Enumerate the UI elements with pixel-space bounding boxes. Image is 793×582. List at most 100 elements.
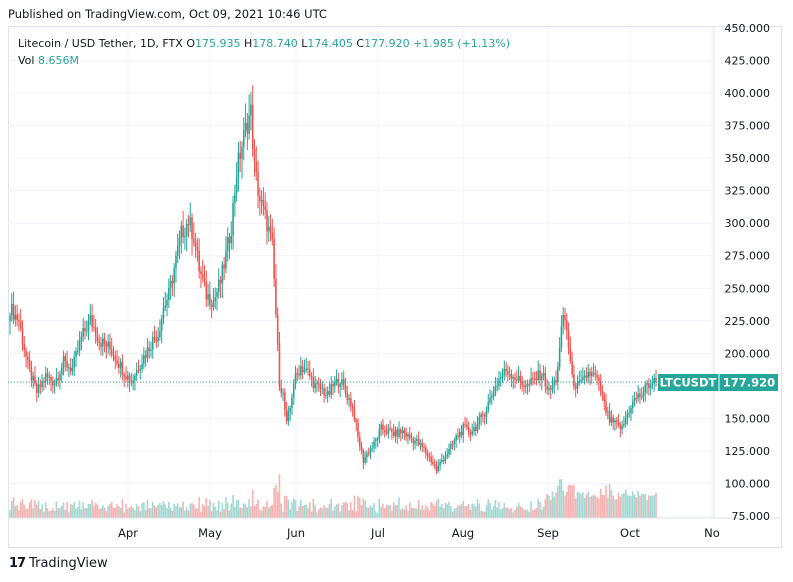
volume-bar [266, 501, 268, 518]
candle-body [292, 383, 295, 398]
volume-bar [96, 504, 99, 518]
volume-bar [39, 508, 42, 518]
volume-bar [89, 504, 92, 518]
volume-bar [512, 512, 515, 518]
candle-body [496, 385, 498, 387]
volume-bar [514, 509, 516, 518]
volume-bar [526, 509, 529, 518]
volume-bar [262, 506, 265, 518]
candle-body [237, 152, 240, 178]
candle-body [173, 268, 175, 284]
volume-bar [330, 498, 333, 518]
candle-body [546, 386, 548, 390]
candle-body [119, 361, 122, 368]
volume-bar [150, 508, 152, 518]
candle-body [257, 171, 259, 196]
candle-body [405, 433, 407, 437]
candle-body [442, 460, 445, 462]
candle-body [585, 375, 588, 378]
brand-name: TradingView [29, 556, 108, 571]
volume-bar [35, 504, 38, 518]
volume-bar [523, 509, 525, 518]
volume-bar [644, 494, 647, 518]
candle-body [321, 388, 324, 390]
candle-body [187, 224, 190, 226]
price-tick-label: 450.000 [725, 22, 771, 35]
candle-body [310, 376, 313, 378]
volume-bar [200, 511, 202, 518]
volume-bar [603, 495, 606, 518]
candle-body [35, 383, 38, 394]
candle-body [185, 224, 188, 236]
candle-body [212, 301, 215, 308]
close-value: 177.920 [364, 37, 410, 50]
candle-body [171, 280, 174, 284]
candle-body [219, 279, 222, 284]
candle-body [462, 424, 465, 436]
volume-bar [432, 503, 434, 518]
volume-bar [610, 490, 613, 518]
candle-body [10, 303, 13, 316]
volume-bar [466, 506, 468, 518]
price-tag-symbol: LTCUSDT [660, 376, 717, 390]
volume-bar [389, 505, 391, 518]
candle-body [474, 427, 477, 431]
candle-body [646, 383, 648, 385]
volume-bar [623, 493, 625, 518]
candle-body [562, 315, 565, 327]
volume-bar [71, 504, 74, 518]
volume-bar [168, 501, 170, 518]
candlestick-series [9, 85, 657, 474]
volume-bar [271, 504, 274, 518]
volume-bar [289, 509, 291, 518]
volume-bar [23, 504, 26, 518]
candle-body [121, 361, 124, 375]
volume-bar [123, 512, 126, 518]
volume-bar [630, 495, 632, 518]
candle-body [80, 336, 83, 341]
candle-body [633, 398, 636, 402]
volume-bar [346, 502, 349, 518]
candle-body [446, 454, 449, 457]
candle-body [540, 375, 543, 381]
volume-bar [214, 506, 217, 518]
candle-body [235, 177, 238, 194]
price-tick-label: 200.000 [725, 347, 771, 360]
volume-bar [307, 508, 309, 518]
volume-bar [153, 505, 156, 518]
price-axis: 75.000100.000125.000150.000175.000200.00… [725, 22, 771, 523]
volume-bar [137, 506, 140, 518]
open-value: 175.935 [194, 37, 241, 50]
volume-bar [253, 505, 256, 518]
candle-body [485, 410, 488, 417]
volume-bar [433, 505, 436, 518]
volume-bar [632, 491, 634, 518]
volume-bar [471, 503, 473, 518]
volume-bar [605, 485, 607, 518]
volume-bar [364, 500, 366, 518]
volume-bar [549, 499, 552, 518]
volume-bar [428, 510, 431, 518]
volume-bar [184, 510, 186, 518]
candle-body [193, 239, 195, 243]
candle-body [339, 384, 341, 387]
candle-body [39, 384, 42, 387]
candle-body [521, 381, 523, 385]
tradingview-brand[interactable]: 17 TradingView [9, 556, 108, 571]
candle-body [34, 376, 36, 384]
volume-bar [544, 499, 547, 518]
volume-bar [587, 492, 589, 518]
volume-bar [287, 499, 290, 518]
candle-body [389, 428, 391, 430]
candle-body [623, 424, 625, 426]
volume-bar [207, 505, 209, 518]
candle-body [57, 378, 59, 381]
candle-body [501, 375, 504, 378]
candle-body [551, 385, 554, 390]
volume-bar [232, 495, 234, 518]
candle-body [296, 373, 299, 375]
candle-body [291, 397, 293, 408]
candle-body [373, 441, 375, 448]
candle-body [305, 368, 308, 371]
